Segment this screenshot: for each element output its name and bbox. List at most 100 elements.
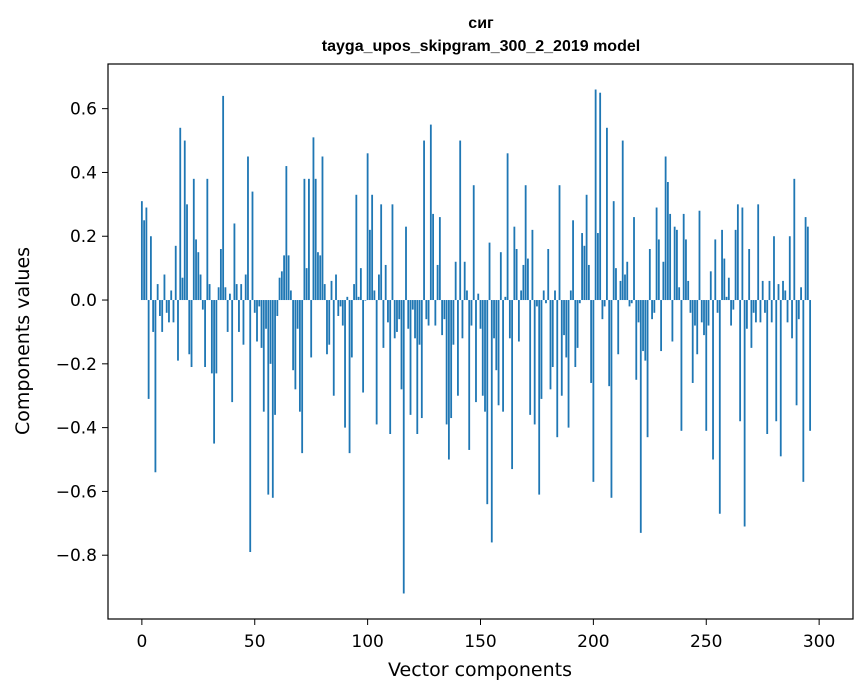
bar-58 xyxy=(271,300,274,498)
bar-32 xyxy=(213,300,216,444)
bar-126 xyxy=(425,300,428,320)
bar-255 xyxy=(716,300,719,313)
bar-279 xyxy=(770,300,773,323)
bar-140 xyxy=(457,300,459,396)
bar-109 xyxy=(387,300,389,323)
bar-36 xyxy=(222,95,225,301)
bar-152 xyxy=(484,300,486,412)
bar-55 xyxy=(265,300,267,329)
bar-96 xyxy=(357,296,360,301)
bar-296 xyxy=(809,300,812,431)
bar-162 xyxy=(506,153,509,301)
bar-158 xyxy=(497,300,500,406)
bar-88 xyxy=(339,300,342,307)
x-tick-label: 50 xyxy=(244,632,266,652)
bar-186 xyxy=(560,300,563,396)
bar-232 xyxy=(664,156,667,301)
bar-219 xyxy=(635,300,638,380)
bar-179 xyxy=(545,300,547,304)
bar-107 xyxy=(382,300,385,348)
bar-24 xyxy=(195,239,197,301)
bar-31 xyxy=(210,300,213,374)
bar-163 xyxy=(508,300,511,339)
bar-185 xyxy=(558,185,561,301)
bar-224 xyxy=(646,300,649,438)
bar-261 xyxy=(730,300,732,326)
bar-281 xyxy=(775,300,778,422)
bar-74 xyxy=(308,178,310,301)
bar-258 xyxy=(723,258,726,301)
y-tick-label: 0.4 xyxy=(70,163,97,183)
bar-13 xyxy=(170,290,173,301)
bar-103 xyxy=(373,290,376,301)
bar-17 xyxy=(179,127,182,301)
x-tick-label: 100 xyxy=(351,632,383,652)
bar-146 xyxy=(470,300,473,326)
bar-0 xyxy=(140,201,143,301)
bar-89 xyxy=(341,300,344,326)
bar-86 xyxy=(335,274,337,301)
bar-180 xyxy=(547,249,550,301)
bar-77 xyxy=(314,178,317,301)
bar-65 xyxy=(287,255,290,301)
x-axis-ticks: 0 50 100 150 200 250 300 xyxy=(136,619,835,652)
bar-95 xyxy=(355,194,358,301)
bar-274 xyxy=(759,300,762,323)
bar-210 xyxy=(615,268,617,301)
bar-194 xyxy=(578,300,581,304)
bar-20 xyxy=(186,204,188,301)
bar-53 xyxy=(260,300,263,348)
bar-182 xyxy=(551,300,554,368)
bar-21 xyxy=(188,300,191,355)
bar-111 xyxy=(391,204,394,301)
bar-175 xyxy=(536,300,538,307)
bar-287 xyxy=(788,236,791,301)
bar-48 xyxy=(249,300,252,553)
bar-267 xyxy=(743,300,746,527)
bar-223 xyxy=(644,300,647,361)
bar-264 xyxy=(736,204,739,301)
bar-129 xyxy=(432,213,434,301)
bar-169 xyxy=(522,264,525,301)
bar-150 xyxy=(479,300,482,329)
bar-30 xyxy=(208,284,211,301)
bar-187 xyxy=(563,300,565,336)
bar-268 xyxy=(745,300,748,329)
bar-113 xyxy=(396,300,398,332)
bar-78 xyxy=(317,252,319,301)
bar-246 xyxy=(696,300,699,355)
bar-116 xyxy=(402,300,405,594)
bar-238 xyxy=(678,287,681,301)
bar-254 xyxy=(714,239,717,301)
bar-222 xyxy=(642,300,644,352)
x-tick-label: 150 xyxy=(464,632,496,652)
bar-25 xyxy=(197,252,200,301)
y-axis-ticks: −0.8 −0.6 −0.4 −0.2 0.0 0.2 0.4 0.6 xyxy=(56,100,108,566)
bar-233 xyxy=(666,182,669,301)
bar-22 xyxy=(190,300,193,368)
bar-188 xyxy=(565,300,568,358)
bar-135 xyxy=(445,300,448,425)
bar-series xyxy=(140,89,812,594)
bar-272 xyxy=(755,300,757,323)
bar-177 xyxy=(540,300,543,399)
bar-181 xyxy=(549,300,552,390)
bar-172 xyxy=(529,300,532,415)
bar-276 xyxy=(764,300,766,313)
bar-285 xyxy=(784,290,787,301)
bar-16 xyxy=(177,300,179,361)
bar-225 xyxy=(648,249,651,301)
bar-28 xyxy=(204,300,206,368)
bar-151 xyxy=(481,300,484,396)
x-axis-label: Vector components xyxy=(388,659,572,681)
bar-87 xyxy=(337,300,340,316)
bar-122 xyxy=(416,300,419,434)
bar-171 xyxy=(527,258,529,301)
bar-178 xyxy=(542,290,545,301)
bar-227 xyxy=(653,300,656,313)
bar-220 xyxy=(637,300,640,323)
bar-10 xyxy=(163,274,166,301)
bar-145 xyxy=(468,300,471,450)
chart-title-line-1: сиг xyxy=(468,15,494,32)
bar-156 xyxy=(493,300,495,339)
